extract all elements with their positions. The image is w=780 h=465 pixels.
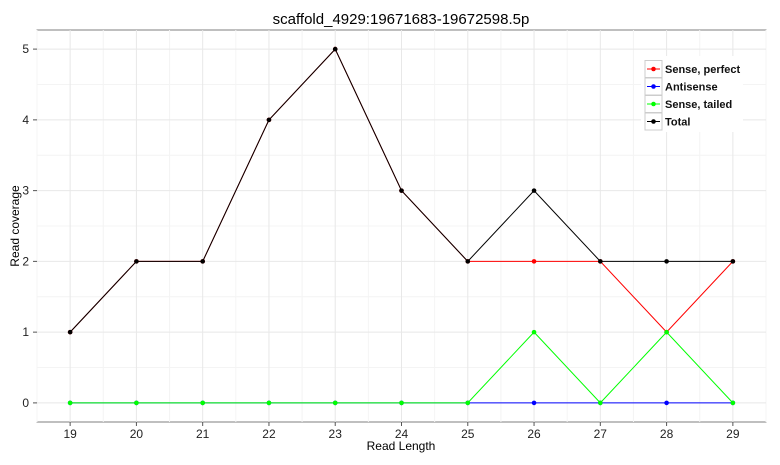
data-point-antisense — [531, 400, 537, 406]
x-tick-label: 29 — [726, 427, 740, 441]
data-point-total — [332, 46, 338, 52]
data-point-sense-tailed — [134, 400, 139, 406]
data-point-total — [200, 259, 205, 264]
x-tick-label: 25 — [461, 427, 475, 441]
x-tick-label: 20 — [130, 427, 144, 441]
legend-label: Antisense — [665, 82, 718, 94]
x-axis-label: Read Length — [367, 439, 436, 453]
data-point-total — [67, 329, 73, 335]
data-point-sense-tailed — [67, 400, 73, 406]
data-point-sense-tailed — [332, 400, 338, 406]
data-point-sense-tailed — [531, 329, 537, 335]
y-tick-label: 1 — [22, 325, 29, 339]
data-point-total — [664, 259, 669, 264]
data-point-sense-tailed — [266, 400, 272, 406]
y-axis-label: Read coverage — [8, 185, 22, 267]
data-point-total — [134, 259, 139, 264]
legend-key-point — [651, 84, 656, 89]
y-tick-label: 0 — [22, 396, 29, 410]
x-tick-label: 22 — [262, 427, 276, 441]
data-point-total — [531, 188, 537, 193]
y-tick-label: 3 — [22, 184, 29, 198]
data-point-total — [266, 117, 272, 123]
chart-title: scaffold_4929:19671683-19672598.5p — [273, 11, 530, 28]
y-tick-label: 2 — [22, 254, 29, 268]
data-point-sense-tailed — [598, 400, 603, 406]
data-point-sense-tailed — [730, 400, 736, 406]
x-tick-label: 27 — [594, 427, 608, 441]
legend-key-point — [651, 66, 656, 72]
data-point-total — [399, 188, 404, 193]
legend-label: Total — [665, 117, 690, 129]
legend-key-point — [651, 119, 656, 124]
x-tick-label: 24 — [395, 427, 409, 441]
legend-label: Sense, perfect — [665, 64, 741, 76]
data-point-sense-tailed — [465, 400, 471, 406]
data-point-sense-tailed — [664, 329, 669, 335]
data-point-sense-tailed — [200, 400, 205, 406]
x-tick-label: 23 — [329, 427, 343, 441]
x-tick-label: 21 — [196, 427, 210, 441]
y-tick-label: 5 — [22, 42, 29, 56]
data-point-total — [598, 259, 603, 264]
legend-label: Sense, tailed — [665, 99, 732, 111]
x-tick-label: 19 — [63, 427, 77, 441]
x-tick-label: 28 — [660, 427, 674, 441]
data-point-antisense — [664, 400, 669, 406]
x-tick-label: 26 — [527, 427, 541, 441]
data-point-sense-tailed — [399, 400, 404, 406]
data-point-total — [465, 259, 471, 264]
legend-key-point — [651, 101, 656, 107]
data-point-total — [730, 259, 736, 264]
y-tick-label: 4 — [22, 113, 29, 127]
data-point-sense-perfect — [531, 259, 537, 264]
